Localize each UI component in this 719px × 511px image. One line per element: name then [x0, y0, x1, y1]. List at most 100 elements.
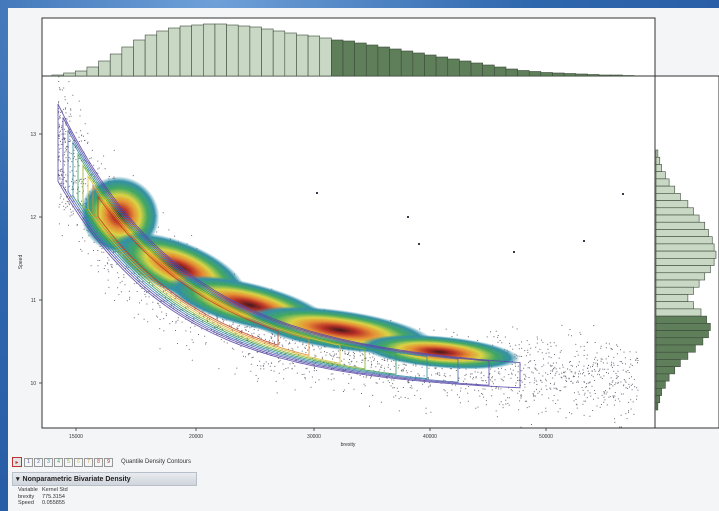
disclosure-triangle-icon[interactable]: ▾	[16, 476, 20, 483]
top-histogram-bar	[482, 64, 495, 77]
right-histogram-bar	[655, 279, 700, 288]
table-row: Variable Kernel Std	[18, 487, 68, 493]
top-histogram-bar	[191, 24, 204, 77]
top-histogram-bar	[144, 34, 158, 77]
density-contour-line	[97, 195, 279, 346]
top-histogram-bar	[156, 30, 169, 77]
right-histogram-bar	[655, 344, 696, 353]
right-histogram-bar	[655, 380, 666, 389]
top-histogram-bar	[412, 52, 425, 77]
density-contour-line	[77, 152, 397, 375]
legend-swatch[interactable]: 5	[64, 457, 73, 467]
top-histogram-bar	[63, 72, 76, 77]
top-histogram-bar	[354, 42, 367, 77]
right-histogram-bar	[655, 323, 711, 331]
top-histogram-bar	[168, 27, 181, 77]
outlier-point	[583, 240, 585, 242]
right-histogram-bar	[655, 395, 661, 404]
legend-toggle-button[interactable]: ▸	[12, 457, 22, 467]
top-histogram-bar	[179, 25, 192, 77]
top-histogram-bar	[284, 32, 297, 77]
right-histogram-bar	[655, 178, 670, 187]
right-histogram-bar	[655, 315, 707, 324]
top-histogram-bar	[505, 68, 518, 77]
y-tick-label: 11	[31, 298, 36, 304]
density-contour-line	[67, 129, 459, 383]
scatter-layer	[57, 76, 639, 428]
outlier-point	[513, 251, 515, 253]
legend-swatch[interactable]: 6	[74, 457, 83, 467]
top-histogram-bar	[435, 56, 449, 77]
legend-label: Quantile Density Contours	[121, 459, 192, 465]
right-histogram-bar	[655, 301, 694, 310]
top-histogram-bar	[494, 66, 507, 77]
x-axis-label: brexity	[341, 442, 356, 448]
y-tick-label: 10	[30, 381, 36, 387]
report-title: Nonparametric Bivariate Density	[22, 475, 131, 483]
top-histogram-bar	[598, 74, 612, 77]
density-contour-line	[92, 185, 310, 356]
density-contour-line	[62, 117, 490, 386]
legend-swatch[interactable]: 9	[104, 457, 113, 467]
right-histogram-bar	[655, 164, 662, 172]
legend-swatch[interactable]: 4	[54, 457, 63, 467]
right-histogram-bar	[655, 258, 715, 266]
right-histogram-bar	[655, 149, 659, 158]
table-row: Speed 0.055855	[18, 500, 65, 506]
x-tick-label: 40000	[423, 434, 437, 440]
y-axis-label: Speed	[18, 255, 24, 270]
density-contour-line	[87, 174, 341, 364]
top-histogram-bar	[214, 23, 227, 77]
right-histogram-bar	[655, 200, 689, 209]
right-histogram-bar	[655, 330, 709, 339]
legend-swatch[interactable]: 3	[44, 457, 53, 467]
right-histogram-bar	[655, 250, 717, 259]
top-histogram-bar	[331, 39, 344, 77]
right-histogram-bar	[655, 243, 715, 252]
right-histogram-bar	[655, 214, 700, 223]
outlier-point	[316, 192, 318, 194]
top-histogram-bar	[622, 75, 635, 77]
top-histogram-bar	[365, 44, 379, 77]
legend-swatch[interactable]: 2	[34, 457, 43, 467]
right-histogram-bar	[655, 265, 711, 274]
top-histogram-bar	[517, 70, 530, 77]
top-histogram-bar	[459, 60, 472, 77]
top-histogram-bar	[133, 39, 146, 77]
right-histogram-bar	[655, 185, 676, 194]
right-histogram-bar	[655, 373, 670, 382]
top-histogram-bar	[575, 73, 588, 77]
right-histogram-bar	[655, 221, 706, 230]
x-tick-label: 15000	[69, 434, 83, 440]
density-contour-line	[57, 103, 521, 389]
top-histogram-bar	[610, 74, 623, 77]
right-histogram-bar	[655, 366, 676, 375]
legend-swatch[interactable]: 8	[94, 457, 103, 467]
right-histogram-bar	[655, 402, 659, 411]
top-histogram-bar	[98, 60, 111, 77]
right-histogram-bar	[655, 236, 713, 245]
legend-swatch[interactable]: 1	[24, 457, 33, 467]
top-histogram-bar	[587, 74, 600, 77]
density-contour-line	[82, 163, 366, 370]
outlier-point	[418, 243, 420, 245]
top-histogram-bar	[377, 46, 390, 77]
right-histogram-bar	[655, 351, 689, 360]
y-tick-label: 12	[30, 215, 36, 221]
x-tick-label: 50000	[539, 434, 553, 440]
top-histogram-bar	[540, 72, 553, 77]
legend-swatch[interactable]: 7	[84, 457, 93, 467]
top-histogram-bar	[261, 28, 274, 77]
right-histogram-bar	[655, 193, 681, 201]
right-histogram-bar	[655, 359, 681, 367]
density-contours	[57, 103, 521, 389]
x-tick-label: 20000	[189, 434, 203, 440]
report-section-header[interactable]: ▾ Nonparametric Bivariate Density	[12, 472, 197, 486]
top-histogram-bar	[447, 58, 460, 77]
top-histogram-bar	[121, 46, 134, 77]
right-histogram-bar	[655, 388, 662, 396]
top-histogram-bar	[203, 23, 216, 77]
right-histogram-bar	[655, 286, 694, 295]
